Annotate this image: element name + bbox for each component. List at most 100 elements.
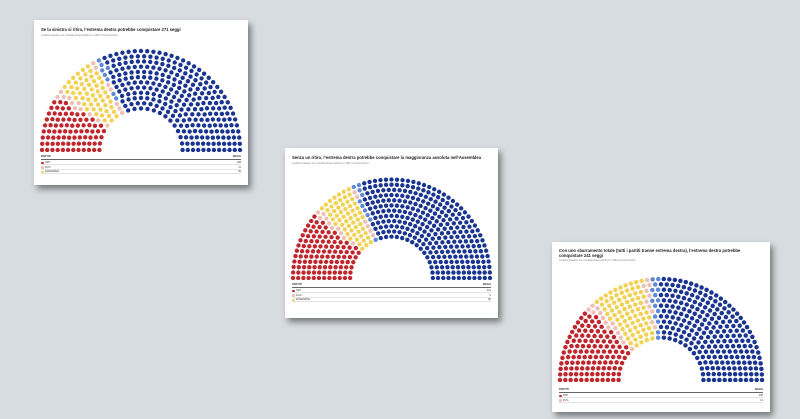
seat-dot xyxy=(230,129,236,134)
seat-dot xyxy=(182,89,187,94)
seat-dot xyxy=(751,354,757,360)
seat-dot xyxy=(383,177,389,182)
seat-dot xyxy=(641,316,646,321)
seat-dot xyxy=(482,275,487,280)
seat-dot xyxy=(151,108,157,113)
legend-party-name: DVG xyxy=(563,398,569,402)
seat-dot xyxy=(97,147,102,152)
seat-dot xyxy=(440,197,445,203)
seat-dot xyxy=(76,100,81,106)
seat-dot xyxy=(754,371,759,377)
seat-dot xyxy=(454,216,459,221)
seat-dot xyxy=(486,259,491,264)
seat-dot xyxy=(223,123,229,128)
seat-dot xyxy=(314,220,319,225)
seat-dot xyxy=(400,177,405,183)
seat-dot xyxy=(661,298,667,303)
seat-dot xyxy=(703,293,708,298)
seat-dot xyxy=(740,338,745,344)
seat-dot xyxy=(290,275,296,280)
seat-dot xyxy=(69,111,75,116)
seat-dot xyxy=(737,333,742,338)
seat-dot xyxy=(297,259,302,264)
seat-dot xyxy=(438,259,443,265)
seat-dot xyxy=(193,117,198,122)
seat-dot xyxy=(163,96,169,101)
seat-dot xyxy=(670,326,676,331)
seat-dot xyxy=(392,198,397,203)
seat-dot xyxy=(339,222,345,228)
seat-dot xyxy=(93,65,99,70)
seat-dot xyxy=(618,335,624,340)
seat-dot xyxy=(687,297,692,303)
seat-dot xyxy=(630,286,635,291)
seat-dot xyxy=(323,259,329,265)
seat-dot xyxy=(580,323,585,328)
seat-dot xyxy=(646,326,652,331)
seat-dot xyxy=(567,334,572,340)
seat-dot xyxy=(715,349,721,354)
seat-dot xyxy=(296,243,301,248)
seat-dot xyxy=(602,329,607,334)
seat-dot xyxy=(308,229,313,234)
seat-dot xyxy=(225,100,230,105)
seat-dot xyxy=(370,200,375,205)
seat-dot xyxy=(129,70,134,75)
seat-dot xyxy=(575,343,580,349)
seat-dot xyxy=(445,249,450,254)
seat-dot xyxy=(667,330,673,336)
seat-dot xyxy=(652,303,658,309)
seat-dot xyxy=(353,245,359,251)
seat-dot xyxy=(738,349,744,354)
seat-dot xyxy=(433,199,438,204)
legend-divider xyxy=(559,392,763,393)
seat-dot xyxy=(462,210,468,215)
legend-swatch xyxy=(41,166,44,169)
seat-dot xyxy=(309,238,314,244)
seat-dot xyxy=(108,53,113,59)
seat-dot xyxy=(111,109,117,114)
seat-dot xyxy=(179,93,184,99)
seat-dot xyxy=(639,278,644,284)
seat-dot xyxy=(633,313,638,319)
seat-dot xyxy=(222,94,227,100)
seat-dot xyxy=(658,282,664,287)
seat-dot xyxy=(701,330,707,336)
seat-dot xyxy=(52,100,57,105)
seat-dot xyxy=(724,324,730,329)
seat-dot xyxy=(467,224,472,229)
seat-dot xyxy=(217,106,222,111)
seat-dot xyxy=(480,254,485,259)
seat-dot xyxy=(60,106,65,111)
seat-dot xyxy=(475,259,481,264)
seat-dot xyxy=(345,199,350,204)
seat-dot xyxy=(344,240,349,245)
seat-dot xyxy=(291,264,296,270)
seat-dot xyxy=(197,67,202,73)
seat-dot xyxy=(324,216,329,221)
seat-dot xyxy=(715,366,721,371)
seat-dot xyxy=(349,265,354,270)
seat-dot xyxy=(706,354,712,360)
seat-dot xyxy=(593,354,599,360)
seat-dot xyxy=(586,333,591,339)
seat-dot xyxy=(389,192,394,198)
seat-dot xyxy=(66,106,72,111)
seat-dot xyxy=(408,200,413,205)
seat-dot xyxy=(664,292,670,298)
seat-dot xyxy=(346,223,352,229)
seat-dot xyxy=(210,117,216,122)
seat-dot xyxy=(705,300,711,305)
seat-dot xyxy=(695,295,700,300)
seat-dot xyxy=(65,147,71,152)
seat-dot xyxy=(610,321,615,326)
seat-dot xyxy=(715,329,720,334)
seat-dot xyxy=(727,349,732,354)
seat-dot xyxy=(563,371,568,377)
seat-dot xyxy=(225,129,230,134)
seat-dot xyxy=(93,135,99,140)
seat-dot xyxy=(586,343,592,349)
seat-dot xyxy=(557,372,563,377)
seat-dot xyxy=(50,147,55,152)
seat-dot xyxy=(195,86,200,92)
